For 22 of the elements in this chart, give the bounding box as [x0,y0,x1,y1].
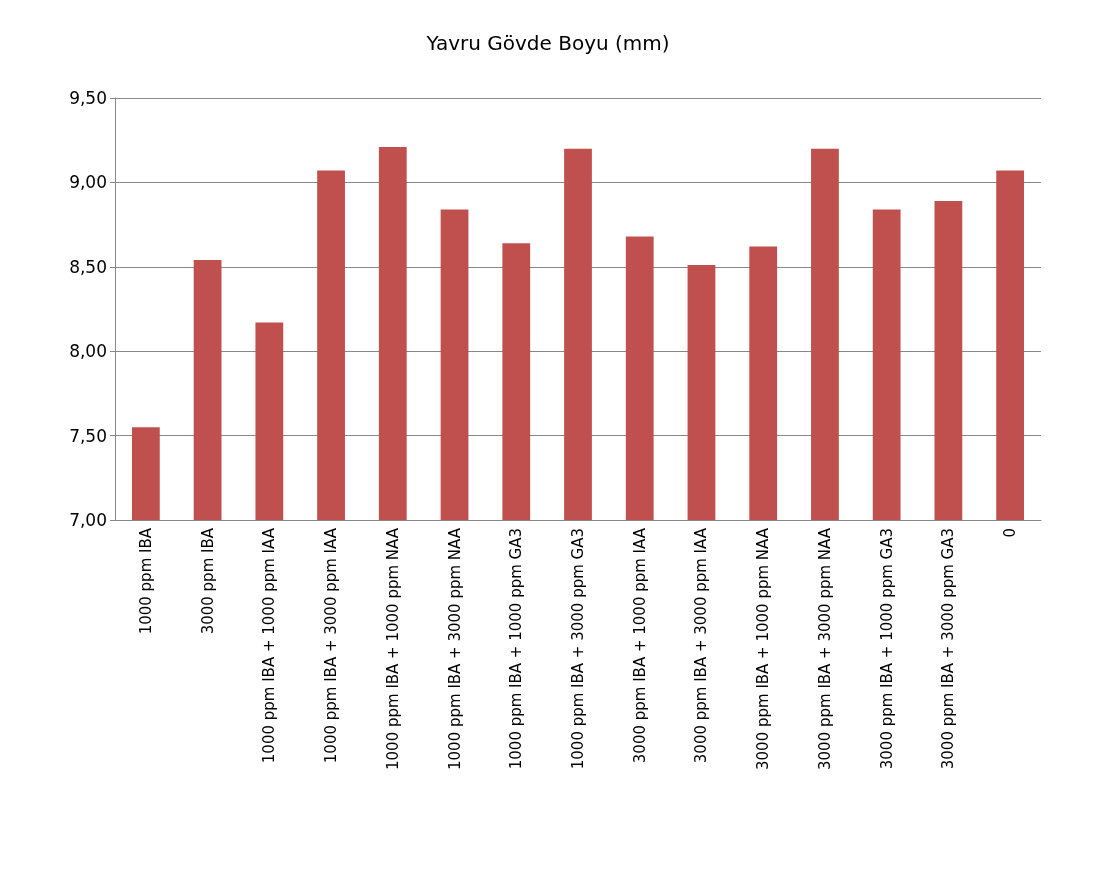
x-tick-label: 1000 ppm IBA + 1000 ppm NAA [383,527,402,770]
y-tick-label: 8,00 [69,341,107,362]
y-tick-label: 7,00 [69,510,107,530]
x-tick-label: 3000 ppm IBA + 3000 ppm IAA [692,527,711,764]
x-tick-label: 3000 ppm IBA + 3000 ppm GA3 [939,528,958,770]
x-tick-label: 1000 ppm IBA + 3000 ppm IAA [322,527,341,764]
x-tick-label: 1000 ppm IBA + 1000 ppm IAA [260,527,279,764]
x-tick-label: 3000 ppm IBA [198,527,217,635]
x-tick-label: 1000 ppm IBA [136,527,155,635]
x-tick-label: 3000 ppm IBA + 1000 ppm GA3 [877,528,896,770]
chart-title: Yavru Gövde Boyu (mm) [425,31,670,55]
y-tick-label: 8,50 [69,256,107,277]
x-tick-label: 0 [1001,528,1020,538]
x-tick-label: 1000 ppm IBA + 3000 ppm GA3 [569,528,587,770]
x-tick-label: 3000 ppm IBA + 1000 ppm NAA [754,527,773,770]
x-tick-label: 3000 ppm IBA + 3000 ppm NAA [815,527,834,770]
y-tick-label: 9,50 [69,88,107,108]
y-tick-label: 7,50 [69,425,107,446]
x-tick-label: 1000 ppm IBA + 1000 ppm GA3 [507,528,526,770]
x-tick-label: 1000 ppm IBA + 3000 ppm NAA [445,527,464,770]
y-tick-label: 9,00 [69,172,107,193]
x-tick-label: 3000 ppm IBA + 1000 ppm IAA [630,527,649,764]
